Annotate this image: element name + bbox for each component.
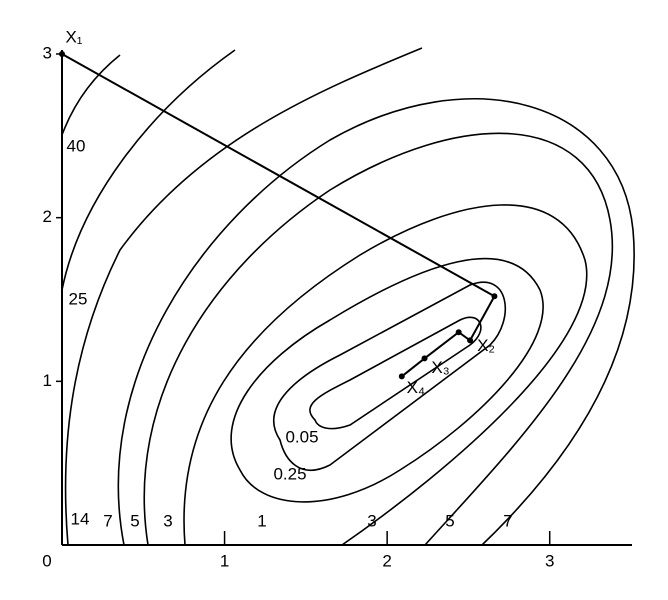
contour-line — [183, 204, 588, 546]
x-tick-label: 1 — [220, 551, 229, 570]
contour-label: 7 — [503, 511, 512, 530]
point-label: X₂ — [477, 336, 495, 355]
point-label: X₃ — [431, 358, 449, 377]
path-point — [421, 355, 428, 362]
contour-label: 3 — [163, 511, 172, 530]
contour-line — [61, 49, 236, 291]
path-point — [491, 293, 498, 300]
y-tick-label: 3 — [43, 43, 52, 62]
x-tick-label: 3 — [545, 551, 554, 570]
contour-line — [64, 47, 423, 546]
x-tick-label: 2 — [382, 551, 391, 570]
path-point — [467, 337, 474, 344]
y-tick-label: 1 — [43, 371, 52, 390]
contour-line — [309, 316, 482, 430]
path-point — [59, 51, 65, 57]
contour-line — [117, 98, 635, 546]
contour-label: 3 — [367, 511, 376, 530]
y-tick-label: 2 — [43, 207, 52, 226]
path-point — [455, 329, 462, 336]
contour-label: 14 — [71, 509, 90, 528]
contour-line — [230, 257, 544, 503]
x-tick-label: 0 — [42, 551, 51, 570]
contour-line — [61, 54, 121, 136]
contour-label: 0.05 — [285, 427, 318, 446]
contour-line — [143, 132, 614, 546]
contour-label: 0.25 — [273, 464, 306, 483]
contour-line — [273, 281, 507, 471]
contour-label: 25 — [69, 289, 88, 308]
point-label: X₁ — [65, 27, 82, 46]
contour-label: 7 — [103, 511, 112, 530]
path-point — [398, 373, 405, 380]
point-label: X₄ — [407, 378, 425, 397]
contour-label: 5 — [130, 511, 139, 530]
contour-label: 1 — [257, 511, 266, 530]
contour-label: 40 — [67, 136, 86, 155]
contour-label: 5 — [445, 511, 454, 530]
search-path — [61, 53, 496, 378]
